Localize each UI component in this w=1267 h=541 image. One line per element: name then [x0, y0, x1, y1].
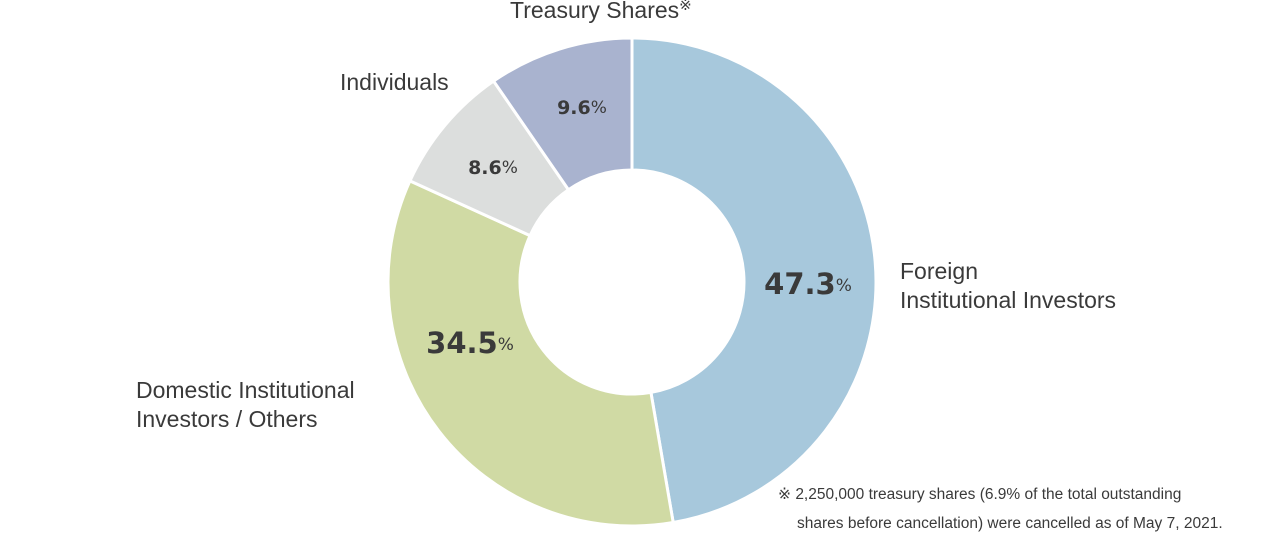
category-label-treasury: Treasury Shares※: [510, 0, 692, 23]
category-label-individuals: Individuals: [340, 69, 449, 95]
footnote-line-1: 2,250,000 treasury shares (6.9% of the t…: [795, 486, 1182, 503]
slice-foreign: [630, 36, 878, 525]
category-label-domestic: Domestic Institutional Investors / Others: [136, 377, 355, 432]
slice-treasury: [491, 36, 634, 192]
category-label-foreign: Foreign Institutional Investors: [900, 258, 1116, 313]
value-label-treasury: 9.6%: [557, 97, 607, 119]
footnote: ※ 2,250,000 treasury shares (6.9% of the…: [778, 480, 1258, 538]
slice-category-labels: Foreign Institutional Investors Domestic I…: [136, 0, 1116, 432]
donut-slices: [386, 36, 878, 528]
value-label-foreign: 47.3%: [764, 267, 852, 301]
slice-domestic: [386, 178, 675, 528]
value-label-individuals: 8.6%: [468, 157, 518, 179]
footnote-mark: ※: [778, 486, 791, 503]
footnote-line-2: shares before cancellation) were cancell…: [797, 515, 1223, 532]
slice-value-labels: 47.3% 34.5% 8.6% 9.6%: [426, 97, 852, 361]
value-label-domestic: 34.5%: [426, 326, 514, 360]
